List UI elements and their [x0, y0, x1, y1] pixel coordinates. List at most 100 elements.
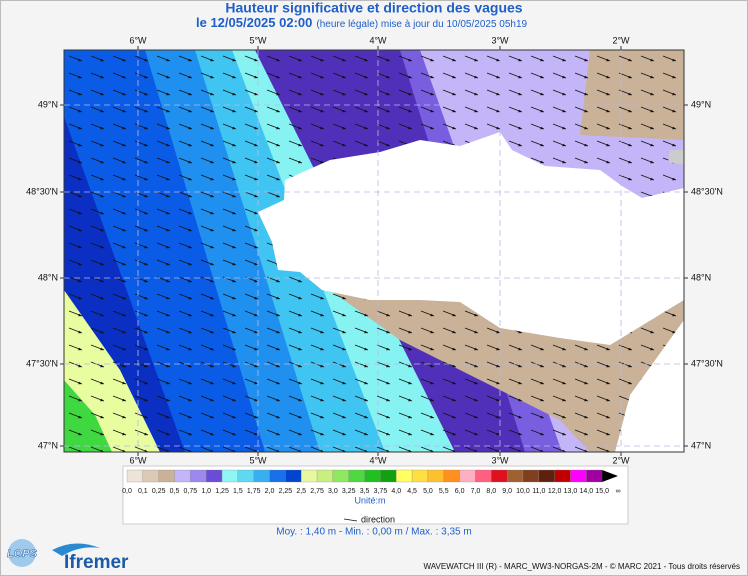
legend-label: 2,25	[279, 488, 293, 495]
legend-label: 14,0	[580, 488, 594, 495]
legend-swatch	[126, 469, 143, 483]
legend-swatch	[427, 469, 444, 483]
legend-swatch	[316, 469, 334, 483]
legend: 0,0 0,1 0,25 0,5 0,75 1,0 1,25 1,5 1,75 2,0 2,25 2,…	[122, 469, 621, 495]
grid: 6°W 6°W 5°W 5°W 4°W 4°W 3°W 3°W 2°W 2°W 49°N 49°N 48…	[26, 35, 723, 465]
lat-label: 47°30'N	[691, 358, 723, 368]
legend-label: 3,5	[360, 488, 370, 495]
legend-swatch	[190, 469, 207, 483]
legend-swatch	[380, 469, 397, 483]
legend-label: 3,75	[374, 488, 388, 495]
legend-label: 2,0	[265, 488, 275, 495]
lat-label: 49°N	[38, 99, 58, 109]
lon-label: 3°W	[491, 455, 509, 465]
lon-label: 4°W	[369, 35, 387, 45]
logo-ifremer-mark	[52, 543, 100, 556]
legend-swatch	[237, 469, 254, 483]
legend-swatch	[206, 469, 223, 483]
legend-label: 6,0	[455, 488, 465, 495]
legend-swatch	[301, 469, 318, 483]
legend-label: 5,0	[423, 488, 433, 495]
lon-label: 5°W	[249, 35, 267, 45]
legend-label: 2,5	[296, 488, 306, 495]
legend-label: 15,0	[595, 488, 609, 495]
stats: Moy. : 1,40 m - Min. : 0,00 m / Max. : 3…	[276, 527, 471, 538]
lon-label: 6°W	[129, 455, 147, 465]
legend-swatch	[538, 469, 555, 483]
legend-label: 1,0	[201, 488, 211, 495]
legend-label: 1,5	[233, 488, 243, 495]
unit: Unité:m	[354, 495, 385, 505]
land	[668, 150, 684, 165]
legend-swatch	[506, 469, 524, 483]
logo-ifremer: Ifremer	[64, 552, 129, 573]
date: le 12/05/2025 02:00	[196, 15, 312, 30]
logo-lops: LOPS	[7, 548, 38, 560]
legend-swatch	[364, 469, 381, 483]
legend-swatch	[348, 469, 365, 483]
legend-swatch	[459, 469, 476, 483]
legend-label: 4,5	[407, 488, 417, 495]
lon-label: 6°W	[129, 35, 147, 45]
legend-swatch	[443, 469, 460, 483]
lat-label: 47°30'N	[26, 358, 58, 368]
map	[64, 50, 684, 452]
direction-arrow	[343, 518, 358, 522]
legend-swatch	[491, 469, 508, 483]
legend-label: 3,25	[342, 488, 356, 495]
legend-swatch	[586, 469, 603, 483]
legend-label: 2,75	[310, 488, 324, 495]
lat-label: 48°30'N	[26, 186, 58, 196]
lat-label: 48°N	[691, 272, 711, 282]
legend-label: 0,25	[152, 488, 166, 495]
lat-label: 47°N	[691, 440, 711, 450]
legend-swatch	[221, 469, 239, 483]
legend-swatch	[554, 469, 571, 483]
lat-label: 48°30'N	[691, 186, 723, 196]
update-note: (heure légale) mise à jour du 10/05/2025…	[316, 19, 527, 30]
legend-label: 9,0	[502, 488, 512, 495]
legend-swatch	[158, 469, 175, 483]
legend-swatch	[142, 469, 159, 483]
lon-label: 4°W	[369, 455, 387, 465]
lat-label: 47°N	[38, 440, 58, 450]
legend-swatch	[174, 469, 191, 483]
legend-swatch	[475, 469, 492, 483]
land	[615, 320, 684, 452]
logo-lops-mark	[8, 539, 36, 567]
land	[258, 132, 684, 345]
credit: WAVEWATCH III (R) - MARC_WW3-NORGAS-2M -…	[424, 562, 740, 571]
legend-swatch	[411, 469, 429, 483]
legend-label: 0,0	[122, 488, 132, 495]
lon-label: 2°W	[612, 455, 630, 465]
legend-swatch	[602, 470, 618, 482]
legend-label: 0,1	[138, 488, 148, 495]
legend-label: ∞	[616, 488, 621, 495]
title: Hauteur significative et direction des v…	[225, 0, 522, 16]
map-border	[63, 49, 685, 453]
lon-label: 3°W	[491, 35, 509, 45]
legend-swatch	[570, 469, 587, 483]
legend-label: 0,5	[170, 488, 180, 495]
legend-label: 7,0	[471, 488, 481, 495]
legend-label: 10,0	[516, 488, 530, 495]
lon-label: 2°W	[612, 35, 630, 45]
direction-label: direction	[361, 514, 395, 524]
legend-swatch	[269, 469, 286, 483]
legend-label: 12,0	[548, 488, 562, 495]
legend-label: 13,0	[564, 488, 578, 495]
legend-label: 8,0	[486, 488, 496, 495]
legend-swatch	[522, 469, 539, 483]
legend-label: 1,25	[215, 488, 229, 495]
legend-label: 1,75	[247, 488, 261, 495]
legend-label: 5,5	[439, 488, 449, 495]
legend-swatch	[285, 469, 302, 483]
subtitle: le 12/05/2025 02:00 (heure légale) mise à…	[196, 15, 528, 30]
legend-label: 4,0	[391, 488, 401, 495]
legend-swatch	[253, 469, 270, 483]
lat-label: 48°N	[38, 272, 58, 282]
legend-swatch	[332, 469, 349, 483]
lon-label: 5°W	[249, 455, 267, 465]
legend-label: 11,0	[532, 488, 545, 495]
